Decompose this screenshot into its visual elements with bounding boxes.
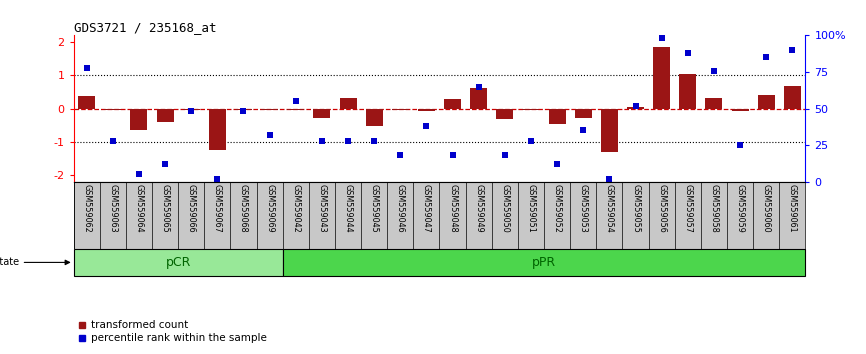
Text: GSM559042: GSM559042 [291, 184, 301, 233]
Text: GSM559047: GSM559047 [422, 184, 431, 233]
Text: GSM559048: GSM559048 [448, 184, 457, 232]
Text: GSM559046: GSM559046 [396, 184, 404, 232]
Bar [470, 88, 488, 109]
Text: GSM559067: GSM559067 [213, 184, 222, 233]
Bar [575, 109, 591, 118]
Bar [104, 109, 121, 110]
Text: pPR: pPR [532, 256, 556, 269]
Text: GSM559059: GSM559059 [735, 184, 745, 233]
Bar [444, 99, 461, 109]
Text: GSM559063: GSM559063 [108, 184, 117, 232]
Text: GSM559052: GSM559052 [553, 184, 561, 233]
Bar [183, 109, 200, 110]
Text: GSM559056: GSM559056 [657, 184, 666, 233]
Bar [282, 249, 805, 276]
Bar [732, 109, 748, 111]
Text: GSM559053: GSM559053 [578, 184, 588, 233]
Text: GSM559055: GSM559055 [631, 184, 640, 233]
Bar [418, 109, 435, 111]
Bar [288, 109, 304, 110]
Bar [522, 109, 540, 110]
Text: GSM559050: GSM559050 [501, 184, 509, 233]
Text: GSM559044: GSM559044 [344, 184, 352, 232]
Text: GSM559057: GSM559057 [683, 184, 692, 233]
Text: GSM559049: GSM559049 [475, 184, 483, 233]
Bar [339, 98, 357, 109]
Text: GSM559045: GSM559045 [370, 184, 378, 233]
Bar [627, 107, 644, 109]
Text: GSM559043: GSM559043 [318, 184, 326, 232]
Text: GSM559051: GSM559051 [527, 184, 535, 233]
Bar [235, 109, 252, 110]
Bar [784, 86, 801, 109]
Text: GDS3721 / 235168_at: GDS3721 / 235168_at [74, 21, 216, 34]
Bar [653, 47, 670, 109]
Legend: transformed count, percentile rank within the sample: transformed count, percentile rank withi… [79, 320, 268, 343]
Bar [548, 109, 565, 125]
Text: GSM559068: GSM559068 [239, 184, 248, 232]
Bar [496, 109, 514, 119]
Bar [131, 109, 147, 130]
Bar [706, 98, 722, 109]
Bar [262, 109, 278, 110]
Bar [78, 96, 95, 109]
Text: GSM559069: GSM559069 [265, 184, 275, 233]
Bar [157, 109, 173, 122]
Bar [601, 109, 617, 152]
Text: disease state: disease state [0, 257, 69, 267]
Bar [365, 109, 383, 126]
Bar [391, 109, 409, 110]
Text: GSM559061: GSM559061 [788, 184, 797, 232]
Bar [313, 109, 331, 118]
Bar [758, 95, 775, 109]
Bar [209, 109, 226, 150]
Text: GSM559060: GSM559060 [762, 184, 771, 232]
Text: GSM559066: GSM559066 [187, 184, 196, 232]
Bar [74, 249, 282, 276]
Bar [679, 74, 696, 109]
Text: GSM559064: GSM559064 [134, 184, 144, 232]
Text: GSM559054: GSM559054 [604, 184, 614, 233]
Text: GSM559065: GSM559065 [160, 184, 170, 233]
Text: pCR: pCR [165, 256, 191, 269]
Text: GSM559058: GSM559058 [709, 184, 719, 233]
Text: GSM559062: GSM559062 [82, 184, 91, 233]
